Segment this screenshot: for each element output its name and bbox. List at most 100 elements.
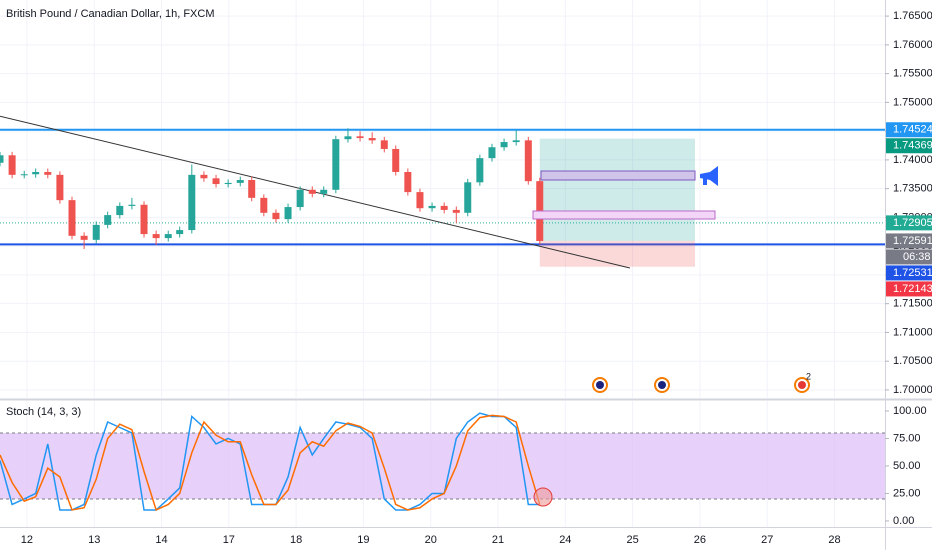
candle-body: [260, 197, 268, 213]
price-label: 1.72531: [893, 267, 932, 279]
y-tick-label: 1.70000: [893, 384, 932, 396]
candle-body: [188, 174, 196, 231]
candle-body: [512, 140, 520, 143]
candle-body: [476, 158, 484, 183]
y-tick-label: 1.71000: [893, 326, 932, 338]
price-label: 1.72905: [893, 217, 932, 229]
candle-body: [344, 136, 352, 140]
candle-body: [44, 171, 52, 175]
y-tick-label: 1.74000: [893, 154, 932, 166]
candle-body: [8, 155, 16, 175]
candle-body: [428, 205, 436, 209]
candle-body: [176, 230, 184, 235]
y-tick-label: 1.70500: [893, 355, 932, 367]
candle-body: [152, 234, 160, 239]
zone-rectangle: [540, 170, 696, 181]
candle-body: [104, 215, 112, 225]
candle-body: [392, 148, 400, 172]
candle-body: [32, 171, 40, 175]
candle-body: [308, 189, 316, 194]
candle-body: [452, 209, 460, 213]
candle-body: [68, 200, 76, 236]
candle-body: [380, 140, 388, 149]
candle-body: [332, 139, 340, 190]
price-label-box: [886, 215, 932, 231]
x-tick-label: 25: [626, 534, 638, 546]
candle-body: [500, 142, 508, 148]
y-tick-label: 1.71500: [893, 298, 932, 310]
price-label-box: [886, 265, 932, 281]
price-label-box: [886, 138, 932, 154]
price-label: 06:38: [903, 251, 931, 263]
candle-body: [404, 171, 412, 193]
marks: [0, 128, 544, 511]
candle-body: [92, 224, 100, 240]
x-tick-label: 14: [155, 534, 167, 546]
price-label: 1.72143: [893, 283, 932, 295]
indicator-title: Stoch (14, 3, 3): [6, 406, 81, 418]
y-tick-label: 1.75000: [893, 96, 932, 108]
x-tick-label: 17: [223, 534, 235, 546]
price-label: 1.74524: [893, 124, 932, 136]
candle-body: [524, 140, 532, 182]
candle-body: [164, 234, 172, 239]
candle-body: [356, 136, 364, 139]
event-icons: [592, 377, 810, 393]
price-label-box: [886, 249, 932, 265]
price-label: 1.74369: [893, 140, 932, 152]
stoch-line: [0, 414, 541, 511]
candle-body: [368, 138, 376, 141]
x-tick-label: 24: [559, 534, 571, 546]
price-label-box: [886, 233, 932, 249]
grid: [0, 0, 885, 527]
x-tick-label: 26: [694, 534, 706, 546]
y-tick-label: 1.75500: [893, 68, 932, 80]
x-tick-label: 27: [761, 534, 773, 546]
event-count: 2: [806, 371, 811, 381]
y-tick-label: 1.76500: [893, 10, 932, 22]
candle-body: [116, 205, 124, 216]
y-tick-label: 1.73500: [893, 183, 932, 195]
candle-body: [140, 204, 148, 235]
price-label: 1.72591: [893, 235, 932, 247]
x-tick-label: 19: [357, 534, 369, 546]
candle-body: [416, 192, 424, 209]
candle-body: [296, 189, 304, 208]
x-tick-label: 21: [492, 534, 504, 546]
zone-rectangle: [532, 210, 716, 220]
candle-body: [0, 155, 4, 163]
candle-body: [128, 204, 136, 206]
candle-body: [80, 235, 88, 240]
candle-body: [20, 174, 28, 176]
candle-body: [248, 180, 256, 198]
y-tick-label: 0.00: [893, 515, 914, 527]
stoch-band: [0, 432, 885, 499]
candle-body: [200, 174, 208, 179]
candle-body: [212, 178, 220, 185]
highlight-circle: [533, 487, 553, 507]
x-tick-label: 28: [828, 534, 840, 546]
x-tick-label: 12: [21, 534, 33, 546]
candle-body: [236, 180, 244, 183]
candle-body: [440, 205, 448, 210]
x-tick-label: 18: [290, 534, 302, 546]
y-tick-label: 75.00: [893, 432, 921, 444]
y-tick-label: 1.76000: [893, 39, 932, 51]
x-tick-label: 20: [425, 534, 437, 546]
candle-body: [488, 147, 496, 159]
price-label-box: [886, 122, 932, 138]
megaphone-icon: [700, 166, 718, 186]
loss-zone: [539, 240, 695, 267]
candle-body: [464, 182, 472, 213]
y-tick-label: 100.00: [893, 405, 927, 417]
x-tick-label: 13: [88, 534, 100, 546]
y-tick-label: 50.00: [893, 460, 921, 472]
candle-body: [224, 182, 232, 185]
candle-body: [320, 189, 328, 194]
candle-body: [284, 207, 292, 220]
profit-zone: [539, 138, 695, 241]
chart-title: British Pound / Canadian Dollar, 1h, FXC…: [6, 8, 215, 20]
y-tick-label: 25.00: [893, 487, 921, 499]
price-label-box: [886, 281, 932, 297]
